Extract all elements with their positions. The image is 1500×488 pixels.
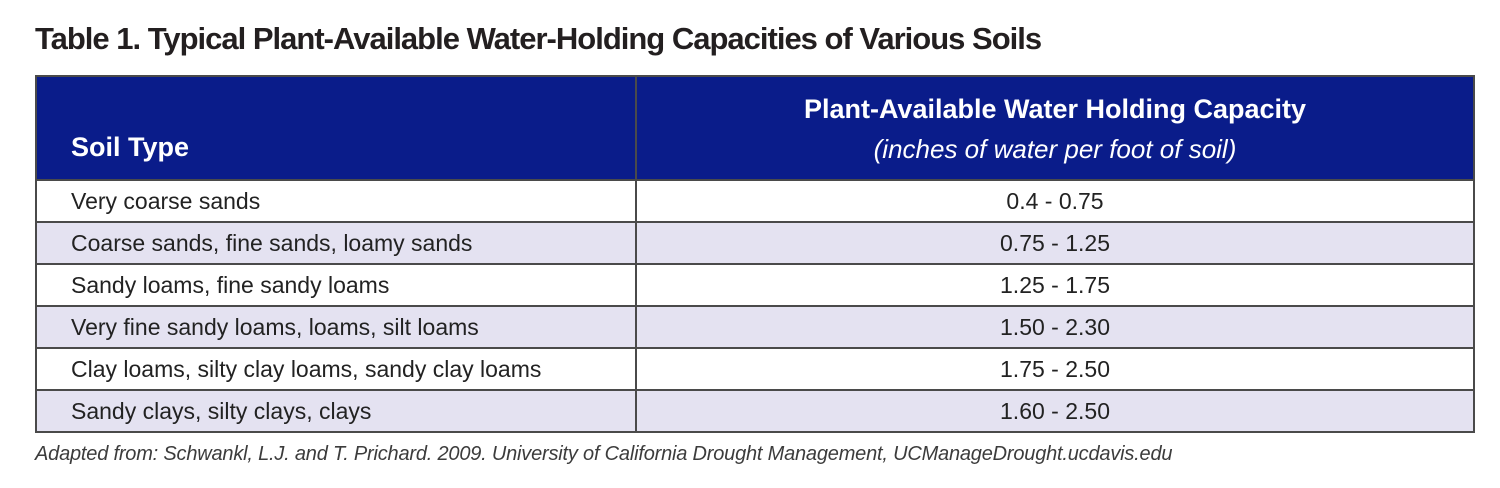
- soil-type-cell: Coarse sands, fine sands, loamy sands: [35, 221, 637, 265]
- capacity-cell: 1.75 - 2.50: [635, 347, 1475, 391]
- soils-table: Soil Type Plant-Available Water Holding …: [35, 75, 1475, 433]
- capacity-header-subtitle: (inches of water per foot of soil): [873, 133, 1237, 164]
- table-row: Sandy clays, silty clays, clays 1.60 - 2…: [35, 389, 1475, 433]
- table-row: Very fine sandy loams, loams, silt loams…: [35, 305, 1475, 349]
- capacity-cell: 1.25 - 1.75: [635, 263, 1475, 307]
- capacity-column-header: Plant-Available Water Holding Capacity (…: [635, 75, 1475, 181]
- citation-text: Adapted from: Schwankl, L.J. and T. Pric…: [35, 443, 1173, 465]
- page-title: Table 1. Typical Plant-Available Water-H…: [35, 21, 1042, 56]
- soil-type-column-header: Soil Type: [35, 75, 637, 181]
- soil-type-cell: Sandy clays, silty clays, clays: [35, 389, 637, 433]
- table-row: Sandy loams, fine sandy loams 1.25 - 1.7…: [35, 263, 1475, 307]
- table-row: Very coarse sands 0.4 - 0.75: [35, 179, 1475, 223]
- soil-type-cell: Sandy loams, fine sandy loams: [35, 263, 637, 307]
- capacity-cell: 1.60 - 2.50: [635, 389, 1475, 433]
- table-row: Coarse sands, fine sands, loamy sands 0.…: [35, 221, 1475, 265]
- capacity-cell: 0.75 - 1.25: [635, 221, 1475, 265]
- table-row: Clay loams, silty clay loams, sandy clay…: [35, 347, 1475, 391]
- soil-type-cell: Very fine sandy loams, loams, silt loams: [35, 305, 637, 349]
- soil-type-cell: Very coarse sands: [35, 179, 637, 223]
- soil-type-cell: Clay loams, silty clay loams, sandy clay…: [35, 347, 637, 391]
- capacity-cell: 1.50 - 2.30: [635, 305, 1475, 349]
- capacity-header-title: Plant-Available Water Holding Capacity: [803, 93, 1307, 124]
- capacity-cell: 0.4 - 0.75: [635, 179, 1475, 223]
- table-header-row: Soil Type Plant-Available Water Holding …: [35, 75, 1475, 181]
